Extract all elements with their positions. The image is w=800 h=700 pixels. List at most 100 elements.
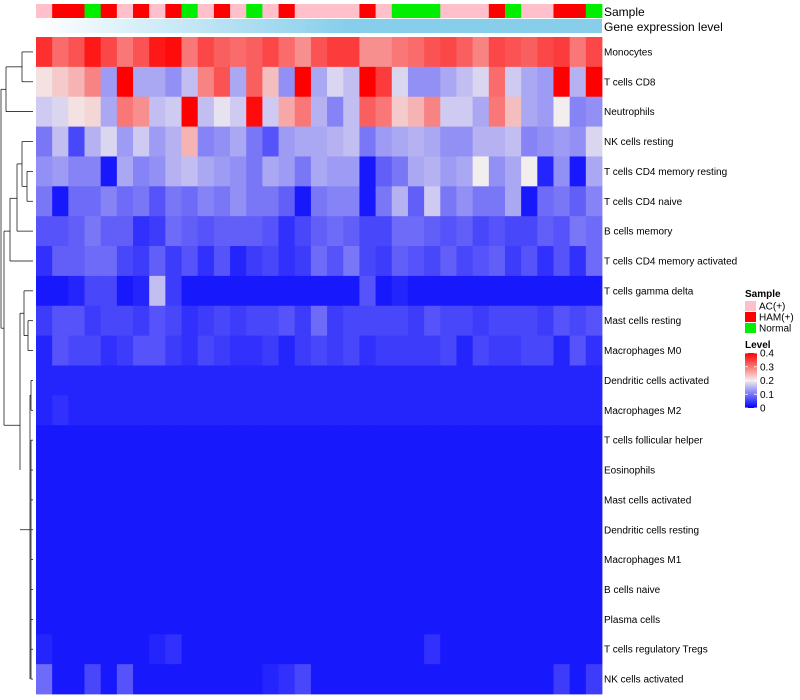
heatmap-cell — [569, 544, 587, 575]
heatmap-cell — [456, 96, 474, 127]
heatmap-cell — [424, 544, 441, 575]
heatmap-cell — [100, 126, 118, 157]
heatmap-cell — [52, 156, 69, 187]
heatmap-cell — [472, 66, 490, 98]
heatmap-cell — [504, 425, 522, 456]
heatmap-cell — [472, 305, 490, 337]
heatmap-cell — [585, 96, 603, 127]
heatmap-cell — [133, 395, 150, 426]
heatmap-cell — [310, 544, 328, 575]
heatmap-cell — [310, 365, 328, 396]
heatmap-cell — [521, 514, 538, 546]
heatmap-cell — [294, 544, 312, 575]
heatmap-cell — [569, 574, 587, 605]
heatmap-cell — [68, 544, 85, 575]
sample-annotation-cell — [197, 4, 215, 18]
heatmap-cell — [213, 514, 231, 546]
heatmap-cell — [36, 335, 53, 366]
heatmap-cell — [327, 634, 344, 665]
heatmap-cell — [343, 305, 360, 337]
heatmap-cell — [116, 156, 134, 187]
heatmap-cell — [165, 604, 182, 635]
heatmap-cell — [310, 425, 328, 456]
heatmap-cell — [504, 604, 522, 635]
heatmap-cell — [391, 216, 409, 247]
heatmap-cell — [165, 395, 182, 426]
heatmap-cell — [246, 425, 263, 456]
heatmap-cell — [230, 604, 247, 635]
heatmap-cell — [68, 186, 85, 217]
heatmap-cell — [521, 634, 538, 665]
level-tick-label: 0.2 — [760, 376, 774, 387]
heatmap-cell — [569, 126, 587, 157]
heatmap-cell — [391, 186, 409, 217]
heatmap-cell — [68, 275, 85, 307]
heatmap-cell — [294, 216, 312, 247]
heatmap-cell — [391, 634, 409, 665]
heatmap-cell — [149, 216, 166, 247]
heatmap-cell — [116, 365, 134, 396]
heatmap-cell — [488, 126, 506, 157]
heatmap-cell — [149, 634, 166, 665]
heatmap-cell — [391, 156, 409, 187]
heatmap-cell — [407, 186, 425, 217]
heatmap-cell — [375, 455, 393, 486]
heatmap-cell — [278, 246, 296, 277]
heatmap-cell — [391, 425, 409, 456]
heatmap-cell — [537, 425, 554, 456]
heatmap-cell — [391, 395, 409, 426]
heatmap-cell — [375, 514, 393, 546]
heatmap-cell — [375, 484, 393, 516]
heatmap-cell — [149, 305, 166, 337]
heatmap-cell — [36, 216, 53, 247]
row-label: NK cells resting — [604, 137, 673, 148]
heatmap-cell — [84, 305, 102, 337]
heatmap-cell — [407, 574, 425, 605]
heatmap-cell — [440, 544, 457, 575]
heatmap-cell — [310, 514, 328, 546]
heatmap-cell — [553, 186, 571, 217]
heatmap-cell — [278, 126, 296, 157]
heatmap-cell — [52, 246, 69, 277]
heatmap-cell — [504, 305, 522, 337]
heatmap-cell — [343, 96, 360, 127]
heatmap-cell — [521, 186, 538, 217]
heatmap-cell — [424, 574, 441, 605]
heatmap-cell — [165, 66, 182, 98]
heatmap-cell — [488, 246, 506, 277]
heatmap-cell — [343, 484, 360, 516]
sample-annotation-label: Sample — [604, 5, 645, 19]
heatmap-cell — [262, 604, 279, 635]
heatmap-cell — [456, 66, 474, 98]
heatmap-cell — [504, 664, 522, 695]
heatmap-cell — [100, 335, 118, 366]
heatmap-cell — [391, 514, 409, 546]
heatmap-cell — [116, 544, 134, 575]
heatmap-cell — [504, 186, 522, 217]
heatmap-cell — [472, 514, 490, 546]
heatmap-cell — [521, 246, 538, 277]
heatmap-cell — [569, 484, 587, 516]
sample-annotation-cell — [310, 4, 328, 18]
heatmap-cell — [197, 574, 215, 605]
heatmap-cell — [553, 484, 571, 516]
heatmap-cell — [424, 37, 441, 68]
heatmap-cell — [36, 37, 53, 68]
heatmap-cell — [310, 395, 328, 426]
sample-legend-title: Sample — [745, 289, 781, 300]
heatmap-cell — [36, 275, 53, 307]
heatmap-cell — [149, 335, 166, 366]
heatmap-cell — [504, 544, 522, 575]
heatmap-cell — [407, 604, 425, 635]
heatmap-cell — [488, 96, 506, 127]
heatmap-cell — [197, 186, 215, 217]
heatmap-cell — [359, 484, 376, 516]
heatmap-cell — [521, 455, 538, 486]
heatmap-cell — [456, 126, 474, 157]
heatmap-cell — [440, 216, 457, 247]
heatmap-cell — [537, 634, 554, 665]
heatmap-cell — [100, 186, 118, 217]
heatmap-cell — [407, 425, 425, 456]
heatmap-cell — [521, 96, 538, 127]
heatmap-cell — [116, 395, 134, 426]
